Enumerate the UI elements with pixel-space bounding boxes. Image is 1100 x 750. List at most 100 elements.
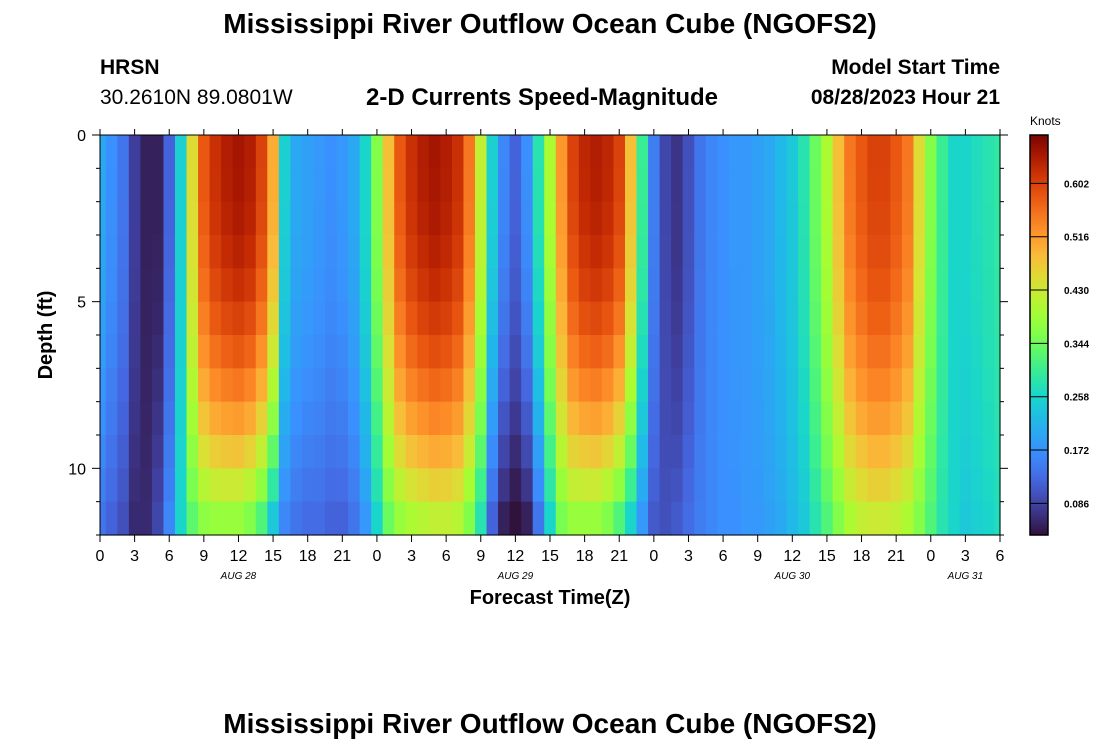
heatmap-cell [532, 335, 545, 369]
heatmap-cell [948, 401, 961, 436]
heatmap-cell [463, 368, 476, 403]
heatmap-cell [775, 468, 788, 503]
heatmap-cell [151, 135, 165, 169]
x-tick-label: 6 [719, 548, 728, 565]
heatmap-cell [890, 501, 903, 536]
heatmap-cell [100, 135, 107, 169]
heatmap-cell [855, 201, 868, 236]
heatmap-cell [567, 301, 580, 336]
heatmap-cell [775, 401, 788, 436]
heatmap-cell [878, 168, 891, 203]
heatmap-cell [740, 401, 753, 436]
heatmap-cell [301, 401, 315, 436]
heatmap-cell [625, 501, 638, 536]
heatmap-cell [371, 301, 384, 336]
heatmap-cell [717, 301, 730, 336]
heatmap-cell [301, 335, 315, 369]
heatmap-cell [775, 335, 788, 369]
heatmap-cell [567, 468, 580, 503]
heatmap-cells [100, 135, 1001, 536]
heatmap-cell [959, 235, 972, 269]
heatmap-cell [786, 435, 799, 469]
heatmap-cell [590, 235, 603, 269]
heatmap-cell [359, 468, 372, 503]
heatmap-cell [509, 335, 522, 369]
heatmap-cell [659, 501, 672, 536]
colorbar: Knots 0.086 0.172 0.258 0.344 0.430 0.516 0.60… [1029, 114, 1089, 536]
heatmap-cell [371, 501, 384, 536]
heatmap-cell [198, 368, 211, 403]
heatmap-cell [705, 435, 718, 469]
heatmap-cell [798, 435, 811, 469]
heatmap-cell [163, 301, 176, 336]
heatmap-cell [428, 135, 441, 169]
heatmap-cell [405, 435, 418, 469]
heatmap-cell [475, 201, 488, 236]
heatmap-cell [186, 268, 199, 303]
x-date-label: AUG 31 [947, 571, 984, 582]
heatmap-cell [544, 135, 557, 169]
heatmap-cell [959, 368, 972, 403]
heatmap-cell [348, 201, 361, 236]
heatmap-cell [682, 468, 695, 503]
heatmap-cell [290, 268, 303, 303]
heatmap-cell [209, 235, 222, 269]
heatmap-cell [982, 468, 995, 503]
heatmap-cell [290, 201, 303, 236]
heatmap-cell [971, 201, 984, 236]
heatmap-cell [844, 168, 857, 203]
heatmap-cell [855, 468, 868, 503]
heatmap-cell [290, 135, 303, 169]
heatmap-cell [821, 368, 834, 403]
heatmap-cell [232, 168, 245, 203]
heatmap-cell [313, 201, 326, 236]
heatmap-cell [255, 435, 268, 469]
heatmap-cell [694, 501, 707, 536]
heatmap-cell [198, 401, 211, 436]
heatmap-cell [475, 168, 488, 203]
heatmap-cell [336, 401, 349, 436]
heatmap-cell [498, 135, 511, 169]
x-tick-label: 3 [684, 548, 693, 565]
heatmap-cell [382, 135, 395, 169]
heatmap-cell [636, 268, 649, 303]
heatmap-cell [336, 368, 349, 403]
heatmap-cell [751, 268, 765, 303]
heatmap-cell [671, 301, 684, 336]
heatmap-cell [901, 468, 915, 503]
heatmap-cell [717, 235, 730, 269]
heatmap-cell [100, 368, 107, 403]
heatmap-cell [163, 168, 176, 203]
heatmap-cell [982, 168, 995, 203]
heatmap-cell [578, 301, 591, 336]
heatmap-cell [244, 201, 257, 236]
heatmap-cell [532, 268, 545, 303]
heatmap-cell [798, 235, 811, 269]
heatmap-cell [336, 235, 349, 269]
heatmap-cell [290, 368, 303, 403]
heatmap-cell [971, 301, 984, 336]
heatmap-cell [694, 401, 707, 436]
heatmap-cell [578, 268, 591, 303]
heatmap-cell [244, 168, 257, 203]
heatmap-cell [855, 435, 868, 469]
heatmap-cell [209, 301, 222, 336]
heatmap-cell [521, 268, 534, 303]
heatmap-cell [555, 435, 568, 469]
heatmap-cell [786, 368, 799, 403]
heatmap-cell [936, 135, 949, 169]
heatmap-cell [809, 135, 822, 169]
x-tick-label: 6 [996, 548, 1005, 565]
heatmap-cell [982, 368, 995, 403]
heatmap-cell [382, 335, 395, 369]
heatmap-cell [417, 435, 430, 469]
heatmap-cell [798, 135, 811, 169]
heatmap-cell [451, 468, 465, 503]
heatmap-cell [244, 401, 257, 436]
heatmap-cell [394, 235, 407, 269]
heatmap-cell [867, 335, 880, 369]
x-tick-label: 9 [753, 548, 762, 565]
heatmap-cell [186, 368, 199, 403]
heatmap-cell [786, 335, 799, 369]
heatmap-cell [532, 401, 545, 436]
